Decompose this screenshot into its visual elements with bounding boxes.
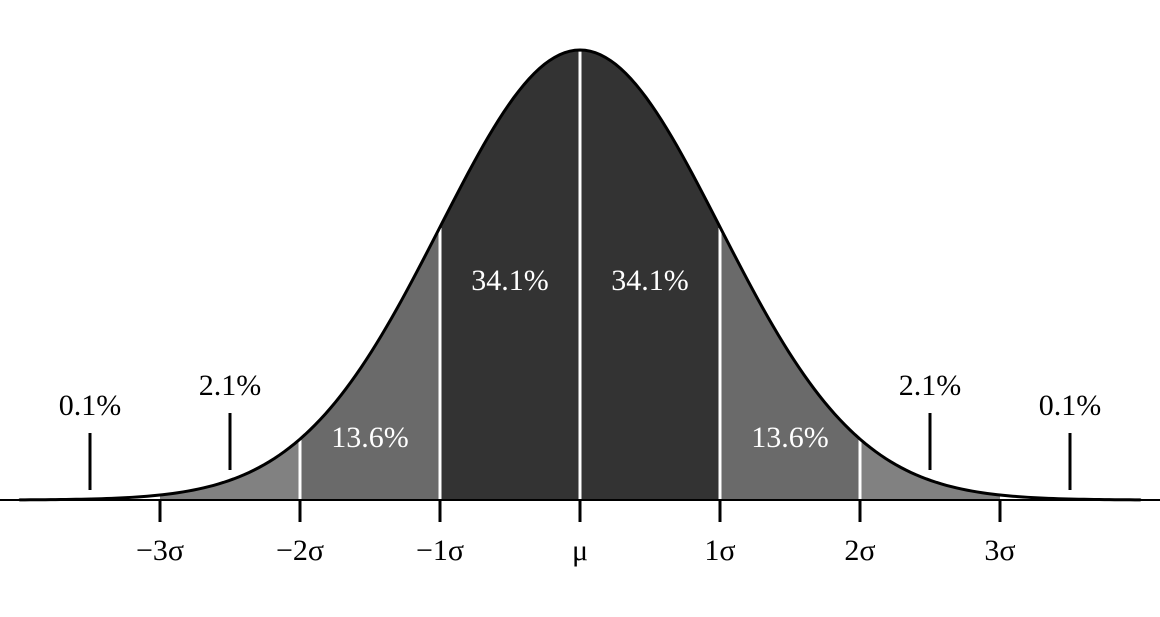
percent-label: 2.1% xyxy=(899,369,962,402)
axis-label: 3σ xyxy=(984,534,1015,567)
percent-label: 0.1% xyxy=(1039,389,1102,422)
axis-ticks: −3σ −2σ −1σ μ 1σ 2σ 3σ xyxy=(136,500,1016,567)
normal-distribution-chart: −3σ −2σ −1σ μ 1σ 2σ 3σ 0.1% 2.1% 13.6% 34.1% 34.1% 1… xyxy=(0,0,1160,617)
axis-label: −2σ xyxy=(276,534,324,567)
percent-label: 2.1% xyxy=(199,369,262,402)
axis-label: 1σ xyxy=(704,534,735,567)
percent-label: 13.6% xyxy=(331,421,409,454)
axis-label: μ xyxy=(572,534,588,567)
percent-label: 0.1% xyxy=(59,389,122,422)
axis-label: −3σ xyxy=(136,534,184,567)
percent-label: 34.1% xyxy=(471,264,549,297)
percent-label: 13.6% xyxy=(751,421,829,454)
axis-label: 2σ xyxy=(844,534,875,567)
percent-label: 34.1% xyxy=(611,264,689,297)
axis-label: −1σ xyxy=(416,534,464,567)
